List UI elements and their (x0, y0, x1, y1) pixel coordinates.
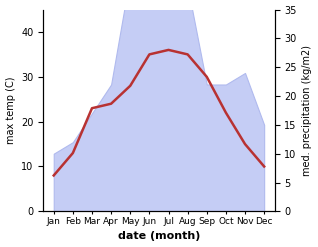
Y-axis label: med. precipitation (kg/m2): med. precipitation (kg/m2) (302, 45, 313, 176)
X-axis label: date (month): date (month) (118, 231, 200, 242)
Y-axis label: max temp (C): max temp (C) (5, 77, 16, 144)
